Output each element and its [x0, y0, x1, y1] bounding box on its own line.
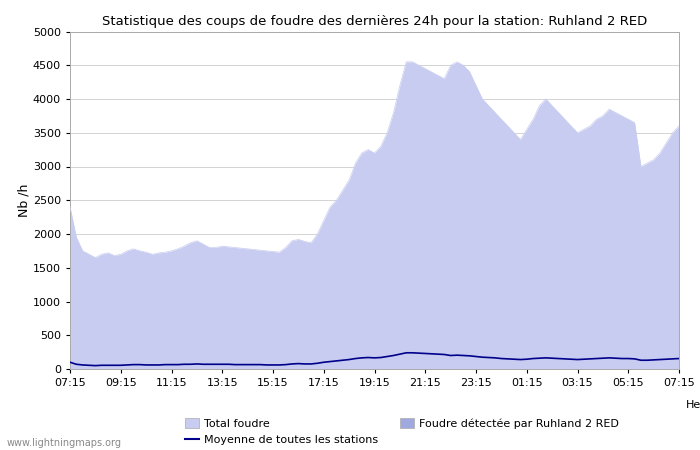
Title: Statistique des coups de foudre des dernières 24h pour la station: Ruhland 2 RED: Statistique des coups de foudre des dern…	[102, 14, 647, 27]
Text: www.lightningmaps.org: www.lightningmaps.org	[7, 438, 122, 448]
Y-axis label: Nb /h: Nb /h	[17, 184, 30, 217]
Legend: Total foudre, Moyenne de toutes les stations, Foudre détectée par Ruhland 2 RED: Total foudre, Moyenne de toutes les stat…	[186, 418, 620, 445]
Text: Heure: Heure	[686, 400, 700, 410]
